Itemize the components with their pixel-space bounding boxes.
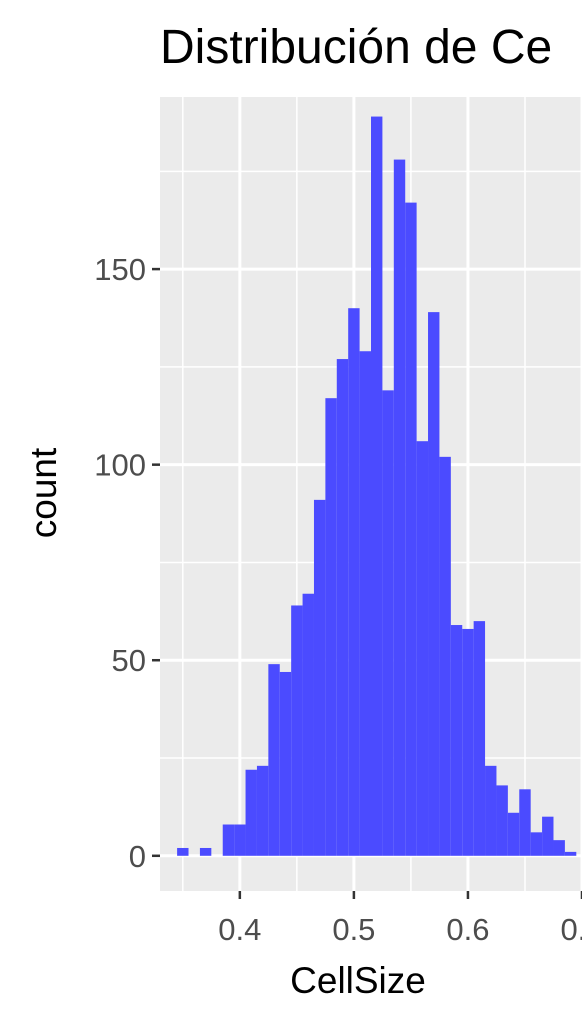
histogram-bar: [496, 785, 508, 856]
histogram-bar: [519, 789, 531, 856]
histogram-bar: [371, 116, 383, 856]
histogram-bar: [382, 390, 394, 856]
histogram-bar: [279, 671, 292, 856]
histogram-bar: [302, 593, 314, 856]
x-tick-label: 0.5: [332, 912, 375, 947]
histogram-bar: [405, 202, 417, 856]
histogram-bar: [222, 824, 235, 856]
histogram-bar: [393, 159, 406, 856]
histogram-bar: [234, 824, 246, 856]
x-axis: 0.4 0.5 0.6 0.7: [218, 891, 582, 947]
histogram-bar: [359, 351, 371, 856]
histogram-bar: [313, 499, 326, 856]
x-tick-label: 0.6: [446, 912, 489, 947]
histogram-bar: [245, 769, 257, 856]
histogram-bar: [348, 308, 360, 856]
histogram-bar: [336, 359, 349, 856]
y-tick-label: 150: [94, 252, 146, 287]
x-axis-label: CellSize: [290, 960, 426, 1001]
histogram-bar: [564, 851, 577, 856]
histogram-bar: [439, 456, 451, 856]
y-tick-label: 100: [94, 448, 146, 483]
y-axis-label: count: [23, 447, 64, 538]
histogram-bar: [416, 441, 429, 856]
histogram-bar: [428, 312, 440, 856]
histogram-bar: [177, 847, 189, 856]
histogram-bar: [462, 628, 474, 856]
histogram-bar: [268, 664, 280, 856]
histogram-bar: [553, 840, 565, 856]
histogram-bar: [542, 816, 554, 856]
y-tick-label: 50: [112, 643, 146, 678]
y-tick-label: 0: [129, 839, 146, 874]
histogram-bar: [507, 812, 520, 856]
y-axis: 0 50 100 150: [94, 252, 160, 874]
x-tick-label: 0.4: [218, 912, 261, 947]
histogram-bar: [473, 621, 486, 856]
histogram-bar: [256, 765, 269, 856]
histogram-bar: [485, 765, 497, 856]
histogram-bars: [177, 116, 577, 856]
chart-title: Distribución de Ce: [160, 21, 552, 74]
histogram-bar: [450, 625, 463, 856]
histogram-bar: [199, 847, 212, 856]
histogram-bar: [530, 832, 543, 856]
x-tick-label: 0.7: [560, 912, 582, 947]
histogram-bar: [291, 605, 303, 856]
histogram-bar: [325, 398, 337, 856]
